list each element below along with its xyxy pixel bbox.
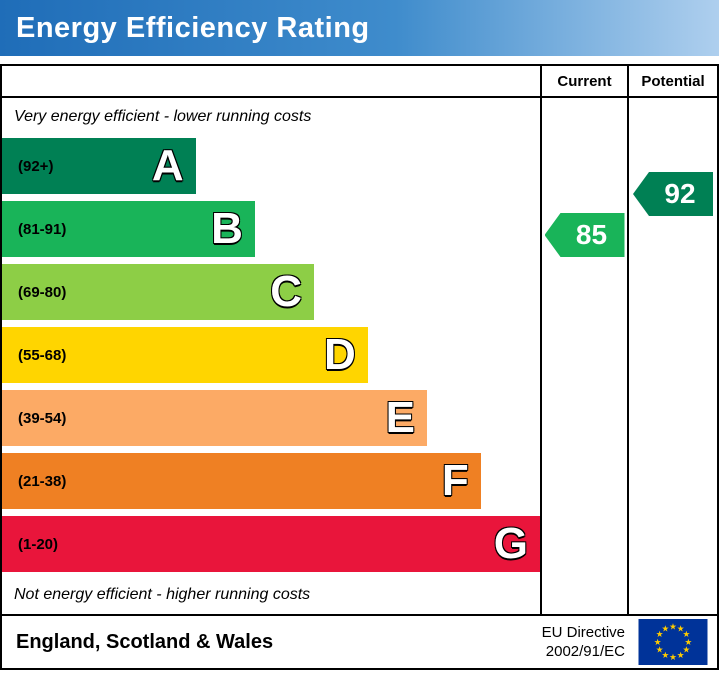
eu-directive-line1: EU Directive — [541, 623, 625, 641]
bottom-caption: Not energy efficient - higher running co… — [14, 586, 311, 603]
region-label: England, Scotland & Wales — [16, 630, 274, 653]
band-row-g: (1-20) G — [2, 516, 540, 572]
rating-table: Current Potential Very energy efficient … — [0, 64, 719, 670]
band-row-c: (69-80) C — [2, 264, 540, 320]
svg-text:★: ★ — [654, 638, 662, 648]
band-range-label: (39-54) — [18, 409, 67, 427]
band-letter: A — [151, 141, 184, 190]
column-header-current: Current — [540, 66, 627, 96]
header-spacer-cell — [2, 66, 540, 96]
band-row-e: (39-54) E — [2, 390, 540, 446]
svg-text:★: ★ — [669, 623, 677, 633]
band-range-label: (92+) — [18, 157, 54, 175]
current-rating-value: 85 — [575, 219, 608, 250]
band-bar-c: (69-80) C — [2, 264, 315, 320]
band-range-label: (55-68) — [18, 346, 67, 364]
potential-column: 92 — [627, 98, 717, 614]
band-bar-f: (21-38) F — [2, 453, 481, 509]
svg-text:★: ★ — [677, 651, 685, 661]
rating-bands: (92+) A (81-91) B (69-80) C — [2, 138, 540, 579]
page-title: Energy Efficiency Rating — [16, 11, 370, 44]
band-bar-e: (39-54) E — [2, 390, 428, 446]
band-bar-g: (1-20) G — [2, 516, 540, 572]
bands-column: Very energy efficient - lower running co… — [2, 98, 540, 614]
top-caption: Very energy efficient - lower running co… — [14, 108, 312, 125]
eu-flag-icon: ★ ★ ★ ★ ★ ★ ★ ★ ★ ★ ★ ★ — [638, 619, 708, 665]
band-letter: G — [493, 519, 528, 568]
header-banner: Energy Efficiency Rating — [0, 0, 719, 56]
svg-text:★: ★ — [682, 630, 690, 640]
band-bar-d: (55-68) D — [2, 327, 368, 383]
potential-rating-value: 92 — [664, 178, 696, 209]
band-letter: B — [211, 204, 243, 253]
band-bar-a: (92+) A — [2, 138, 196, 194]
band-row-f: (21-38) F — [2, 453, 540, 509]
svg-text:★: ★ — [682, 646, 690, 656]
svg-text:★: ★ — [661, 625, 669, 635]
band-row-a: (92+) A — [2, 138, 540, 194]
eu-directive-label: EU Directive 2002/91/EC — [542, 623, 625, 662]
svg-text:★: ★ — [684, 638, 692, 648]
band-range-label: (69-80) — [18, 283, 67, 301]
band-range-label: (21-38) — [18, 472, 67, 490]
band-letter: F — [441, 456, 469, 505]
band-letter: E — [385, 393, 416, 442]
table-footer-row: England, Scotland & Wales EU Directive 2… — [2, 614, 717, 668]
band-letter: C — [270, 267, 303, 316]
band-range-label: (1-20) — [18, 535, 59, 553]
current-rating-arrow: 85 — [544, 213, 625, 257]
band-row-d: (55-68) D — [2, 327, 540, 383]
svg-text:★: ★ — [677, 625, 685, 635]
eu-directive-line2: 2002/91/EC — [545, 643, 625, 660]
current-column: 85 — [540, 98, 627, 614]
band-bar-b: (81-91) B — [2, 201, 255, 257]
band-letter: D — [324, 330, 356, 379]
table-body-row: Very energy efficient - lower running co… — [2, 98, 717, 614]
band-range-label: (81-91) — [18, 220, 67, 238]
svg-text:★: ★ — [669, 653, 677, 663]
column-header-potential: Potential — [627, 66, 717, 96]
table-header-row: Current Potential — [2, 66, 717, 98]
svg-text:★: ★ — [656, 630, 664, 640]
svg-text:★: ★ — [656, 646, 664, 656]
svg-text:★: ★ — [661, 651, 669, 661]
potential-rating-arrow: 92 — [633, 172, 713, 216]
band-row-b: (81-91) B — [2, 201, 540, 257]
